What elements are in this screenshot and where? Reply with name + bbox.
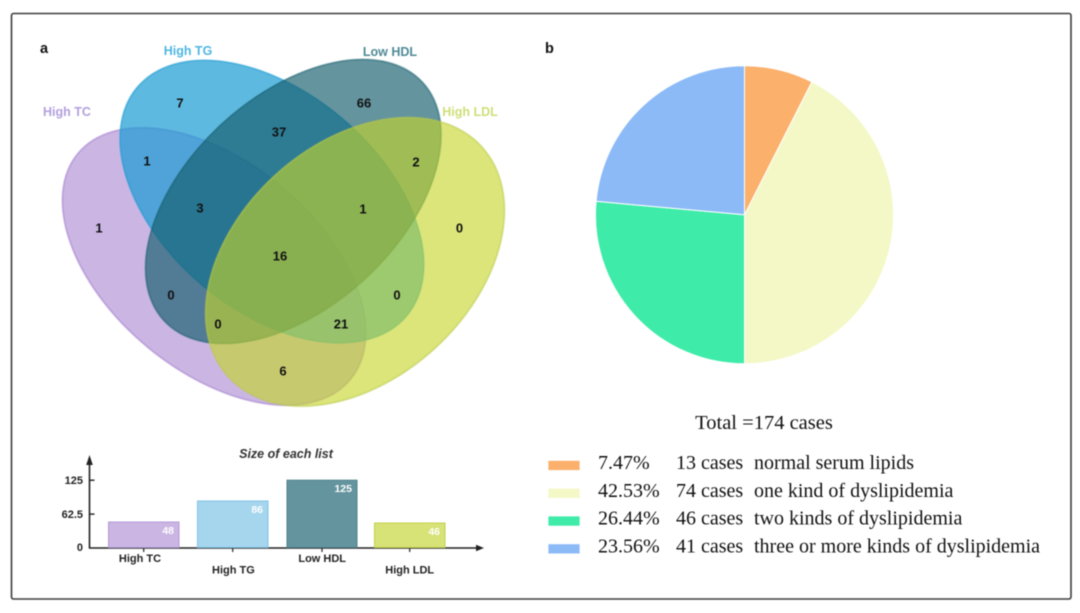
svg-text:Low HDL: Low HDL [298,553,346,565]
svg-text:7.47%: 7.47% [598,452,650,474]
svg-text:48: 48 [162,525,174,537]
svg-text:125: 125 [334,483,352,495]
svg-text:86: 86 [251,504,263,516]
svg-text:46 cases: 46 cases [676,508,743,530]
svg-text:66: 66 [357,96,371,111]
svg-text:16: 16 [273,249,287,264]
svg-text:0: 0 [214,317,221,332]
svg-text:Total =174 cases: Total =174 cases [695,412,833,434]
svg-text:High LDL: High LDL [385,565,434,577]
svg-text:41 cases: 41 cases [676,535,743,557]
svg-text:7: 7 [176,96,183,111]
svg-text:1: 1 [143,154,150,169]
svg-text:42.53%: 42.53% [598,480,660,502]
svg-text:0: 0 [167,288,174,303]
svg-text:High TG: High TG [164,44,213,58]
svg-text:0: 0 [393,288,400,303]
svg-text:62.5: 62.5 [62,509,83,521]
svg-text:125: 125 [65,475,83,487]
svg-text:74 cases: 74 cases [676,480,743,502]
svg-text:6: 6 [279,364,286,379]
svg-text:3: 3 [196,201,203,216]
svg-text:High TG: High TG [212,565,255,577]
svg-text:High LDL: High LDL [442,105,498,119]
svg-text:Low HDL: Low HDL [363,45,418,59]
svg-text:13 cases: 13 cases [676,452,743,474]
svg-text:a: a [40,41,49,57]
svg-text:46: 46 [428,526,440,538]
svg-text:High TC: High TC [43,105,91,119]
svg-text:37: 37 [272,125,286,140]
svg-text:High TC: High TC [119,553,161,565]
svg-text:Size of each list: Size of each list [239,447,334,461]
svg-text:0: 0 [456,221,463,236]
svg-text:1: 1 [95,221,102,236]
svg-text:26.44%: 26.44% [598,508,660,530]
svg-text:three or more kinds of dyslipi: three or more kinds of dyslipidemia [754,535,1040,557]
svg-text:two kinds of dyslipidemia: two kinds of dyslipidemia [754,508,962,530]
svg-text:23.56%: 23.56% [598,535,660,557]
svg-text:21: 21 [334,317,348,332]
svg-text:1: 1 [359,202,366,217]
svg-text:one kind of dyslipidemia: one kind of dyslipidemia [754,480,954,502]
svg-text:0: 0 [77,542,83,554]
svg-text:normal serum lipids: normal serum lipids [754,452,914,474]
svg-text:b: b [545,41,554,57]
svg-text:2: 2 [412,155,419,170]
